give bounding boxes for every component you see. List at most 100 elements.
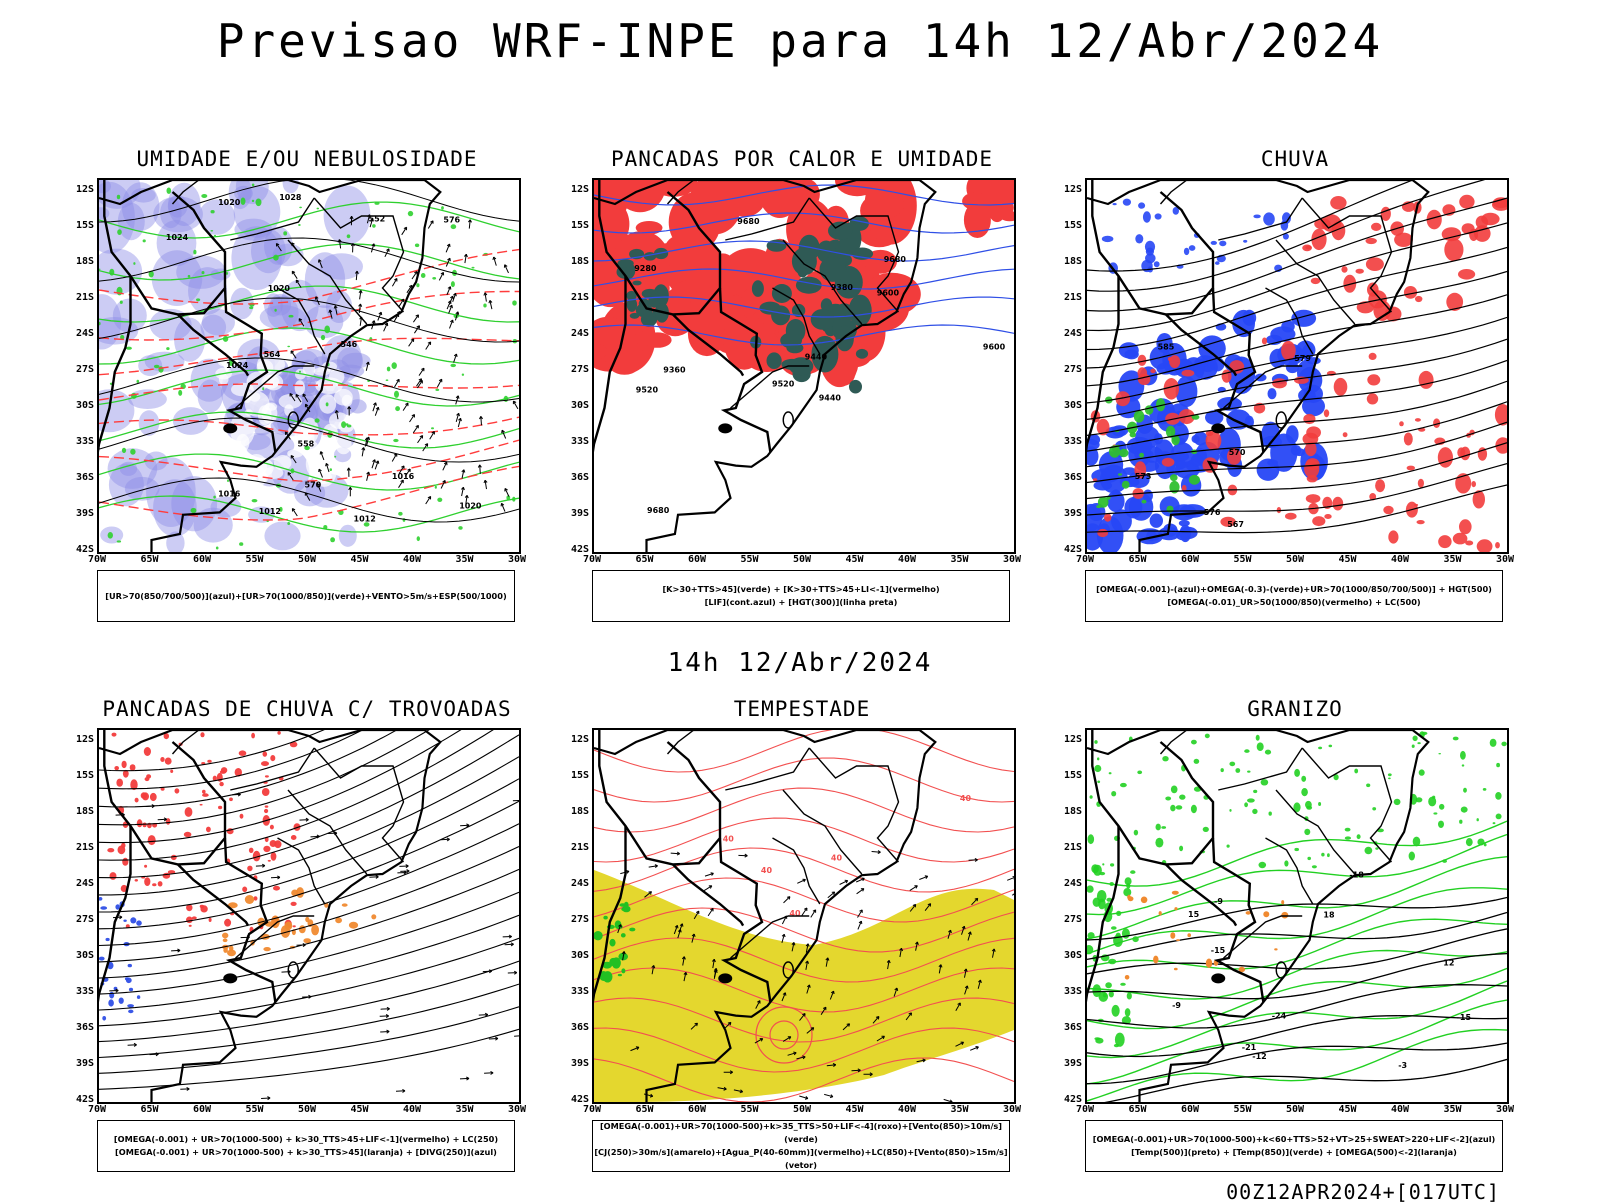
contour-label: 9680: [647, 506, 670, 515]
lake: [718, 973, 732, 983]
mid-title: 14h 12/Abr/2024: [0, 648, 1600, 678]
lat-tick-label: 33S: [68, 986, 94, 997]
contour-label: 40: [831, 854, 843, 863]
contour-label: 567: [1227, 520, 1244, 529]
panel-title: UMIDADE E/OU NEBULOSIDADE: [77, 147, 537, 171]
lon-tick-label: 40W: [395, 1104, 429, 1115]
map-svg: [99, 730, 519, 1102]
lon-tick-label: 65W: [1121, 554, 1155, 565]
lat-tick-label: 39S: [563, 508, 589, 519]
temp500-black: [1087, 898, 1507, 1103]
lon-tick-label: 60W: [1173, 1104, 1207, 1115]
lagoon: [783, 412, 793, 428]
contour-label: 9520: [772, 380, 795, 389]
map-svg: 1012101210161016102010241024102010281020…: [99, 180, 519, 552]
contour-label: 576: [443, 215, 460, 224]
lake: [223, 423, 237, 433]
lon-tick-label: 60W: [1173, 554, 1207, 565]
contour-label: 1012: [354, 515, 376, 524]
contour-label: -3: [1398, 1061, 1407, 1070]
geo-borders: [99, 730, 440, 1102]
lon-tick-label: 55W: [733, 554, 767, 565]
lon-tick-label: 30W: [995, 554, 1029, 565]
panel-legend: [OMEGA(-0.001) + UR>70(1000-500) + k>30_…: [97, 1120, 515, 1172]
lon-tick-label: 50W: [785, 554, 819, 565]
lon-tick-label: 45W: [838, 554, 872, 565]
panel-legend: [K>30+TTS>45](verde) + [K>30+TTS>45+LI<-…: [592, 570, 1010, 622]
lat-tick-label: 36S: [68, 472, 94, 483]
lat-tick-label: 21S: [1056, 292, 1082, 303]
contour-label: 564: [264, 350, 281, 359]
lat-tick-label: 27S: [1056, 364, 1082, 375]
lon-tick-label: 50W: [1278, 554, 1312, 565]
lat-tick-label: 18S: [68, 256, 94, 267]
panel-legend: [OMEGA(-0.001)+UR>70(1000-500)+k<60+TTS>…: [1085, 1120, 1503, 1172]
lat-tick-label: 36S: [563, 1022, 589, 1033]
lon-tick-label: 35W: [1436, 1104, 1470, 1115]
panel-title: PANCADAS POR CALOR E UMIDADE: [572, 147, 1032, 171]
lon-tick-label: 70W: [80, 1104, 114, 1115]
border-line: [783, 790, 862, 874]
lat-tick-label: 18S: [68, 806, 94, 817]
lon-tick-label: 55W: [733, 1104, 767, 1115]
contour-label: 15: [1188, 910, 1200, 919]
legend-line: [UR>70(850/700/500)](azul)+[UR>70(1000/8…: [98, 590, 514, 603]
contour-label: 1020: [459, 502, 482, 511]
lat-tick-label: 33S: [563, 986, 589, 997]
lat-tick-label: 21S: [68, 842, 94, 853]
lon-tick-label: 60W: [680, 554, 714, 565]
contour-label: -15: [1211, 946, 1226, 955]
lat-tick-label: 30S: [68, 400, 94, 411]
lagoon: [1276, 412, 1286, 428]
lat-tick-label: 21S: [68, 292, 94, 303]
lon-tick-label: 35W: [943, 1104, 977, 1115]
legend-line: [OMEGA(-0.001) + UR>70(1000-500) + k>30_…: [98, 1146, 514, 1159]
lake: [1211, 423, 1225, 433]
lat-tick-label: 18S: [1056, 806, 1082, 817]
lat-tick-label: 15S: [563, 220, 589, 231]
lon-tick-label: 40W: [1383, 554, 1417, 565]
contour-label: 40: [761, 866, 773, 875]
lon-tick-label: 70W: [1068, 554, 1102, 565]
lat-tick-label: 30S: [1056, 950, 1082, 961]
lon-tick-label: 65W: [1121, 1104, 1155, 1115]
contour-label: 570: [1229, 448, 1246, 457]
lat-tick-label: 12S: [68, 734, 94, 745]
lon-tick-label: 55W: [1226, 554, 1260, 565]
border-line: [1302, 748, 1391, 862]
lat-tick-label: 24S: [563, 878, 589, 889]
footer-timestamp: 00Z12APR2024+[017UTC]: [1226, 1180, 1500, 1204]
lake: [718, 423, 732, 433]
legend-line: [OMEGA(-0.001)-(azul)+OMEGA(-0.3)-(verde…: [1086, 583, 1502, 596]
lon-tick-label: 60W: [185, 554, 219, 565]
lon-tick-label: 35W: [1436, 554, 1470, 565]
lat-tick-label: 18S: [563, 806, 589, 817]
lon-tick-label: 30W: [500, 554, 534, 565]
contour-label: -24: [1272, 1012, 1287, 1021]
lon-tick-label: 40W: [1383, 1104, 1417, 1115]
contour-label: 570: [305, 481, 322, 490]
panel-legend: [OMEGA(-0.001)+UR>70(1000-500)+k>35_TTS>…: [592, 1120, 1010, 1172]
divg-blue-cells: [99, 897, 142, 1021]
contour-label: 1024: [166, 233, 189, 242]
main-title: Previsao WRF-INPE para 14h 12/Abr/2024: [0, 14, 1600, 68]
lon-tick-label: 45W: [1331, 554, 1365, 565]
lat-tick-label: 15S: [563, 770, 589, 781]
lat-tick-label: 39S: [68, 508, 94, 519]
contour-label: 9440: [819, 394, 842, 403]
border-line: [1161, 180, 1187, 204]
lon-tick-label: 55W: [1226, 1104, 1260, 1115]
lat-tick-label: 12S: [563, 734, 589, 745]
lat-tick-label: 30S: [1056, 400, 1082, 411]
lat-tick-label: 27S: [563, 364, 589, 375]
border-line: [1092, 730, 1213, 864]
contour-label: 558: [298, 440, 315, 449]
legend-line: [OMEGA(-0.001)+UR>70(1000-500)+k<60+TTS>…: [1086, 1133, 1502, 1146]
border-line: [173, 730, 199, 754]
